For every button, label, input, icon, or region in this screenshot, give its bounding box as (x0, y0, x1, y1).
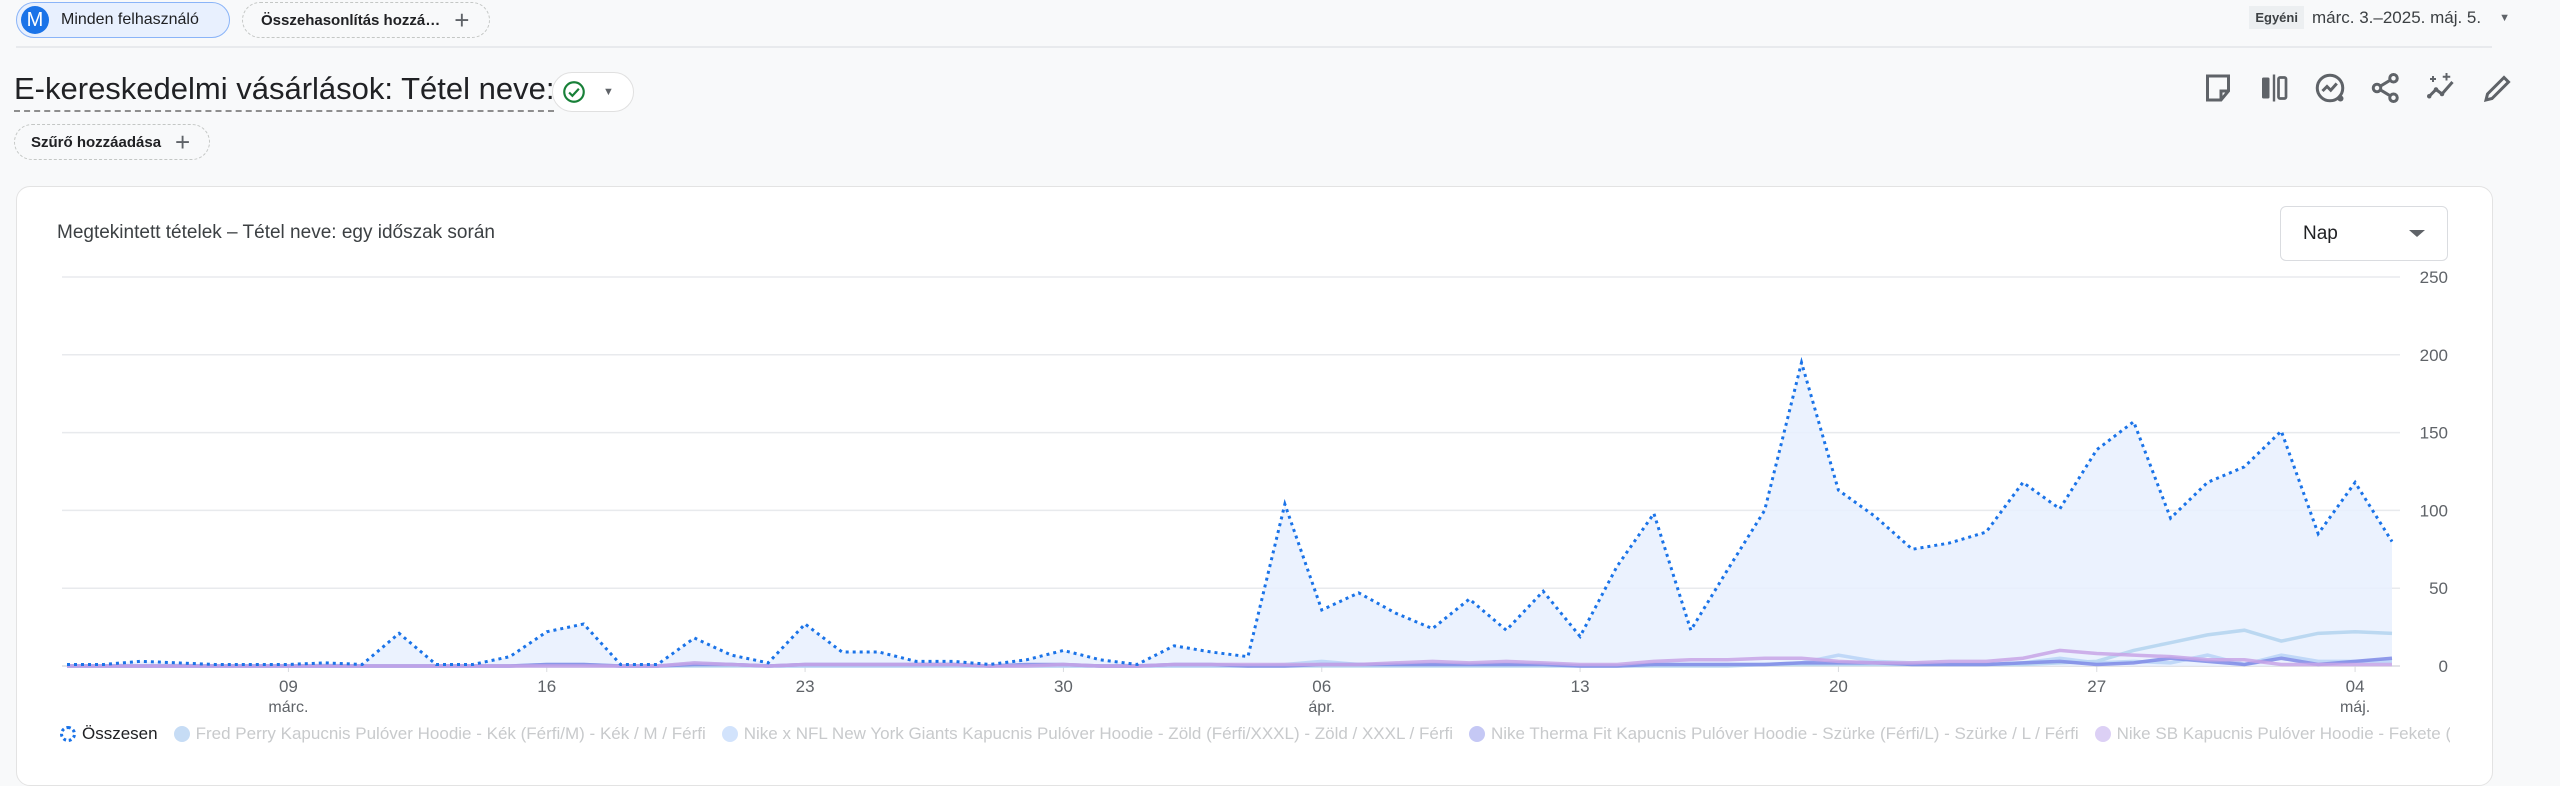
x-tick-label: 20 (1829, 677, 1848, 696)
y-tick-label: 100 (2420, 501, 2448, 520)
x-tick-label: 23 (796, 677, 815, 696)
y-tick-label: 50 (2429, 579, 2448, 598)
y-tick-label: 200 (2420, 346, 2448, 365)
legend-label: Nike x NFL New York Giants Kapucnis Puló… (744, 724, 1453, 744)
legend-label: Nike SB Kapucnis Pulóver Hoodie - Fekete… (2117, 724, 2450, 744)
legend-item[interactable]: Fred Perry Kapucnis Pulóver Hoodie - Kék… (174, 724, 706, 744)
y-tick-label: 150 (2420, 424, 2448, 443)
x-tick-label: 30 (1054, 677, 1073, 696)
legend-item[interactable]: Nike x NFL New York Giants Kapucnis Puló… (722, 724, 1453, 744)
circle-icon (174, 726, 190, 742)
dotted-circle-icon (60, 726, 76, 742)
legend-label: Összesen (82, 724, 158, 744)
circle-icon (722, 726, 738, 742)
chart-legend: Összesen Fred Perry Kapucnis Pulóver Hood… (60, 724, 2450, 744)
x-tick-label: 27 (2087, 677, 2106, 696)
legend-item[interactable]: Nike Therma Fit Kapucnis Pulóver Hoodie … (1469, 724, 2079, 744)
x-tick-label: 04 (2346, 677, 2365, 696)
x-tick-sublabel: máj. (2340, 699, 2370, 716)
series-area-total (67, 363, 2392, 666)
x-tick-label: 13 (1571, 677, 1590, 696)
x-tick-sublabel: ápr. (1308, 699, 1335, 716)
x-tick-label: 06 (1312, 677, 1331, 696)
y-tick-label: 0 (2439, 657, 2448, 676)
circle-icon (2095, 726, 2111, 742)
x-tick-label: 16 (537, 677, 556, 696)
circle-icon (1469, 726, 1485, 742)
line-chart: 0 50 100 150 200 250 09 márc. 16 23 30 06 ápr. 13 20 27… (0, 0, 2560, 768)
legend-item[interactable]: Nike SB Kapucnis Pulóver Hoodie - Fekete… (2095, 724, 2450, 744)
y-tick-label: 250 (2420, 268, 2448, 287)
legend-item[interactable]: Összesen (60, 724, 158, 744)
x-tick-label: 09 (279, 677, 298, 696)
legend-label: Nike Therma Fit Kapucnis Pulóver Hoodie … (1491, 724, 2079, 744)
x-tick-sublabel: márc. (268, 699, 308, 716)
legend-label: Fred Perry Kapucnis Pulóver Hoodie - Kék… (196, 724, 706, 744)
